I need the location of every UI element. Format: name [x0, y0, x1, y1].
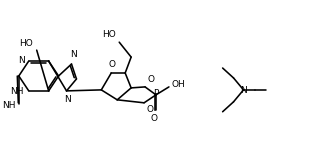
Text: HO: HO [102, 30, 116, 39]
Text: N: N [70, 50, 77, 59]
Text: NH: NH [2, 101, 16, 110]
Text: O: O [146, 105, 153, 114]
Text: N: N [18, 56, 25, 65]
Text: OH: OH [172, 80, 186, 89]
Text: O: O [150, 114, 158, 123]
Text: HO: HO [19, 39, 33, 48]
Text: N: N [64, 95, 71, 104]
Text: NH: NH [10, 87, 24, 96]
Text: O: O [109, 60, 116, 69]
Text: P: P [153, 89, 159, 98]
Text: N: N [240, 86, 247, 95]
Text: O: O [147, 75, 154, 84]
